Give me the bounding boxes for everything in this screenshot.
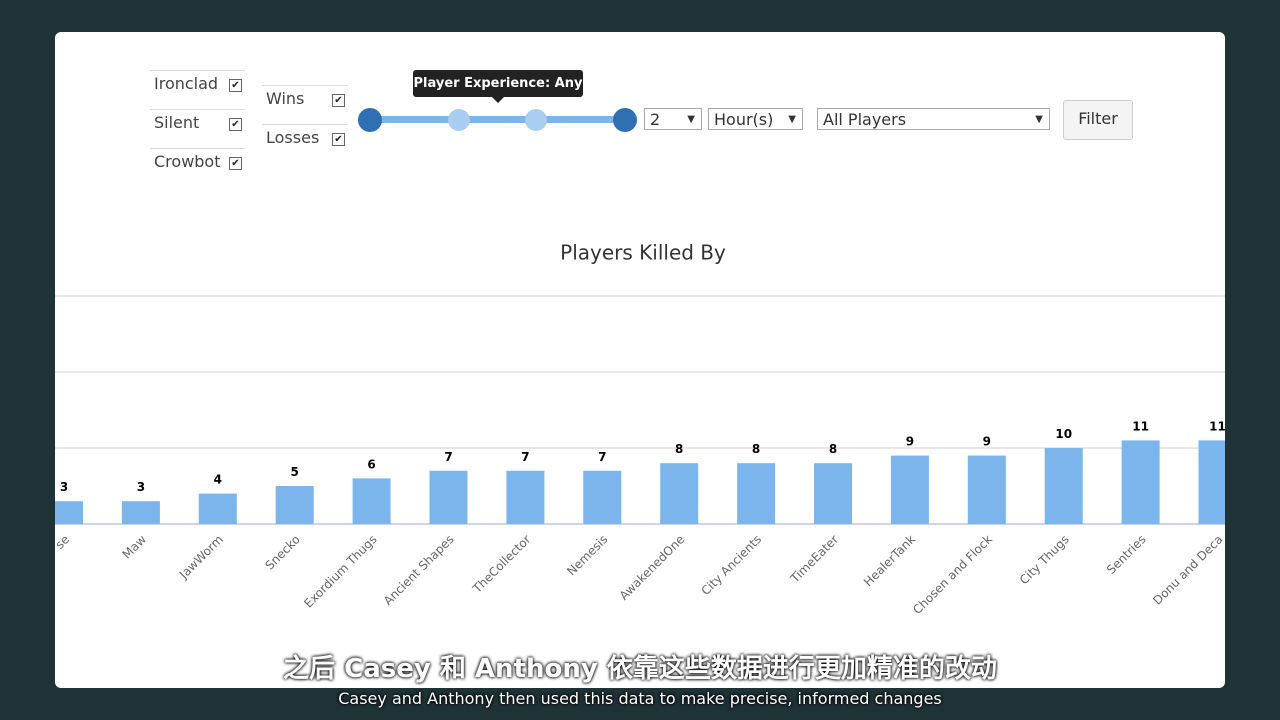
subtitle-english: Casey and Anthony then used this data to… <box>338 689 942 708</box>
bar <box>1198 440 1225 524</box>
value-label: 7 <box>598 450 606 464</box>
slider-handle[interactable] <box>613 108 637 132</box>
separator <box>262 85 348 86</box>
x-tick-label: TimeEater <box>787 532 841 586</box>
checkbox[interactable]: ✔ <box>332 133 345 146</box>
x-tick-label: Maw <box>120 532 149 561</box>
x-tick-label: se <box>53 532 73 552</box>
x-tick-label: TheCollector <box>469 532 533 596</box>
slider-handle[interactable] <box>448 109 470 131</box>
value-label: 11 <box>1209 419 1226 433</box>
bar <box>737 463 776 524</box>
value-label: 9 <box>906 435 914 449</box>
checkbox-label: Wins <box>266 89 305 108</box>
value-label: 8 <box>829 442 837 456</box>
bar <box>121 501 160 524</box>
checkbox-label: Ironclad <box>154 74 219 93</box>
x-tick-label: Ancient Shapes <box>381 532 457 608</box>
value-label: 5 <box>291 465 299 479</box>
slider-handle[interactable] <box>525 109 547 131</box>
separator <box>262 124 348 125</box>
x-tick-label: HealerTank <box>861 532 918 589</box>
checkbox[interactable]: ✔ <box>229 79 242 92</box>
x-tick-label: City Ancients <box>698 532 764 598</box>
checkbox-label: Silent <box>154 113 200 132</box>
panel <box>55 32 1225 688</box>
players-select[interactable]: All Players <box>817 108 1050 131</box>
bar <box>55 501 83 524</box>
x-tick-label: Nemesis <box>564 532 610 578</box>
x-tick-label: JawWorm <box>176 532 226 582</box>
bar <box>1121 440 1160 524</box>
x-tick-label: City Thugs <box>1017 532 1072 587</box>
checkbox-label: Crowbot <box>154 152 221 171</box>
amount-select[interactable]: 2 <box>644 108 702 131</box>
value-label: 3 <box>60 480 68 494</box>
bar <box>660 463 699 524</box>
value-label: 6 <box>367 457 375 471</box>
bar <box>352 478 391 524</box>
bar <box>814 463 852 524</box>
x-tick-label: Snecko <box>262 532 302 572</box>
value-label: 7 <box>521 450 529 464</box>
separator <box>150 70 245 71</box>
value-label: 10 <box>1055 427 1072 441</box>
chart-title: Players Killed By <box>560 241 726 265</box>
value-label: 7 <box>444 450 452 464</box>
separator <box>150 109 245 110</box>
bar <box>429 470 468 524</box>
separator <box>150 148 245 149</box>
filter-button[interactable]: Filter <box>1063 100 1133 140</box>
slider-handle[interactable] <box>358 108 382 132</box>
value-label: 8 <box>675 442 683 456</box>
value-label: 9 <box>983 435 991 449</box>
unit-select[interactable]: Hour(s) <box>708 108 803 131</box>
checkbox[interactable]: ✔ <box>332 94 345 107</box>
x-tick-label: AwakenedOne <box>617 532 688 603</box>
bar <box>583 470 622 524</box>
value-label: 8 <box>752 442 760 456</box>
bar <box>967 455 1006 524</box>
checkbox-label: Losses <box>266 128 320 147</box>
tooltip: Player Experience: Any <box>413 70 583 97</box>
bar <box>1044 448 1083 524</box>
value-label: 4 <box>214 473 222 487</box>
x-tick-label: Sentries <box>1104 532 1149 577</box>
x-tick-label: Donu and Deca <box>1150 532 1225 607</box>
plot: Players Killed By 3 se 3 Maw 4 JawWorm 5 Snecko… <box>53 241 1226 617</box>
x-tick-label: Exordium Thugs <box>301 532 379 610</box>
value-label: 11 <box>1132 419 1149 433</box>
value-label: 3 <box>137 480 145 494</box>
bar <box>275 486 314 524</box>
bar <box>506 470 545 524</box>
tooltip-arrow <box>492 97 504 109</box>
slider-track <box>370 116 625 123</box>
checkbox[interactable]: ✔ <box>229 118 242 131</box>
subtitle-chinese: 之后 Casey 和 Anthony 依靠这些数据进行更加精准的改动 <box>283 654 997 684</box>
checkbox[interactable]: ✔ <box>229 157 242 170</box>
bar <box>198 493 237 524</box>
bar <box>890 455 929 524</box>
x-tick-label: Chosen and Flock <box>910 532 995 617</box>
